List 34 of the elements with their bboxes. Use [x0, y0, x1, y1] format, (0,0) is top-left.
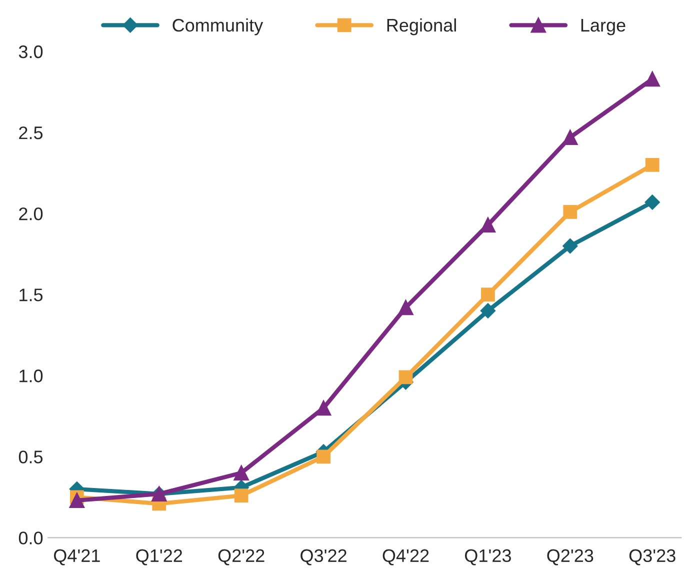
x-tick-label: Q3'23 [629, 549, 676, 566]
y-tick-label: 2.0 [19, 207, 43, 220]
point [234, 488, 248, 502]
point [480, 303, 496, 318]
legend-label: Large [581, 19, 626, 36]
y-tick-label: 0.5 [18, 450, 43, 464]
x-tick-label: Q2'22 [218, 549, 264, 566]
legend-label: Community [172, 18, 264, 36]
point [316, 400, 332, 416]
x-tick-label: Q1'23 [464, 549, 511, 566]
point [563, 204, 578, 219]
y-tick-label: 3.0 [18, 45, 43, 58]
y-tick-label: 2.5 [19, 126, 43, 140]
x-tick-label: Q1'22 [136, 549, 182, 566]
x-tick-label: Q4'21 [54, 549, 100, 566]
point [644, 71, 660, 87]
point [562, 130, 578, 146]
point [234, 465, 249, 480]
x-tick-label: Q3'22 [300, 549, 346, 566]
point [398, 370, 413, 384]
x-tick-label: Q2'23 [547, 549, 594, 566]
point [481, 288, 495, 302]
y-tick-label: 0.0 [18, 532, 43, 544]
legend-label: Regional [387, 18, 456, 36]
point [562, 238, 578, 254]
x-tick-label: Q4'22 [382, 549, 429, 566]
point [398, 300, 414, 316]
y-tick-label: 1.0 [20, 370, 43, 382]
y-tick-label: 1.5 [20, 288, 43, 302]
point [316, 450, 330, 464]
point [69, 492, 85, 508]
point [644, 194, 660, 210]
point [645, 158, 660, 172]
point [480, 217, 496, 233]
